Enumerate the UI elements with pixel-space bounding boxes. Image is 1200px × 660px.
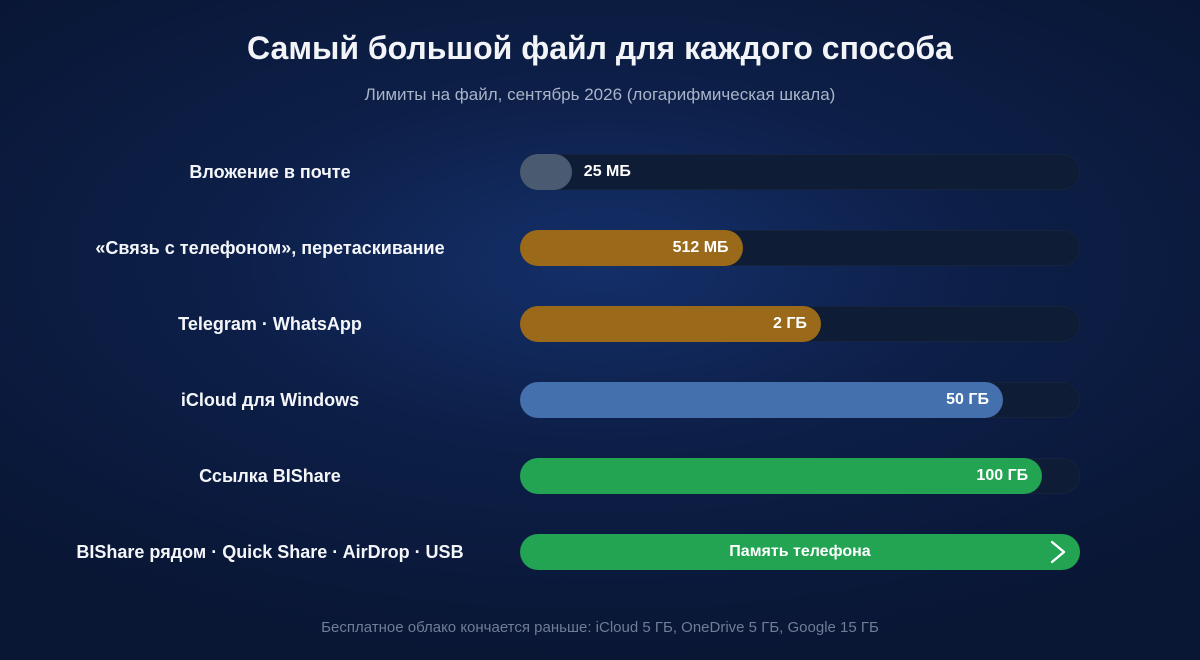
bar	[520, 458, 1043, 494]
data-label: 50 ГБ	[946, 391, 989, 408]
chevron-right-icon	[1050, 540, 1066, 564]
bar	[520, 382, 1003, 418]
category-label: BIShare рядом · Quick Share · AirDrop · …	[76, 542, 464, 562]
bar	[520, 230, 743, 266]
bar-row: iCloud для Windows 50 ГБ	[0, 382, 1200, 418]
bar-row: Telegram · WhatsApp 2 ГБ	[0, 306, 1200, 342]
bar-track: 50 ГБ	[520, 382, 1080, 418]
bar-row: «Связь с телефоном», перетаскивание 512 М…	[0, 230, 1200, 266]
data-label: 512 МБ	[672, 239, 729, 256]
bar-track: 2 ГБ	[520, 306, 1080, 342]
chart-footnote: Бесплатное облако кончается раньше: iClo…	[321, 619, 879, 636]
bar-track: 25 МБ	[520, 154, 1080, 190]
data-label: 25 МБ	[583, 163, 631, 180]
bar	[520, 154, 572, 190]
bar	[520, 534, 1080, 570]
chart-subtitle: Лимиты на файл, сентябрь 2026 (логарифми…	[364, 85, 836, 104]
bar-row: Вложение в почте 25 МБ	[0, 154, 1200, 190]
bar-track: 100 ГБ	[520, 458, 1080, 494]
category-label: Ссылка BIShare	[199, 466, 341, 486]
data-label: 2 ГБ	[773, 315, 807, 332]
category-label: iCloud для Windows	[180, 390, 360, 410]
category-label: «Связь с телефоном», перетаскивание	[95, 238, 445, 258]
category-label: Вложение в почте	[189, 162, 351, 182]
bar-row: Ссылка BIShare 100 ГБ	[0, 458, 1200, 494]
bar-track: Память телефона	[520, 534, 1080, 570]
bar-row: BIShare рядом · Quick Share · AirDrop · …	[0, 534, 1200, 570]
chart-title: Самый большой файл для каждого способа	[247, 30, 953, 66]
bar	[520, 306, 821, 342]
data-label: 100 ГБ	[976, 467, 1029, 484]
data-label: Память телефона	[729, 543, 871, 560]
bar-track: 512 МБ	[520, 230, 1080, 266]
category-label: Telegram · WhatsApp	[178, 314, 362, 334]
